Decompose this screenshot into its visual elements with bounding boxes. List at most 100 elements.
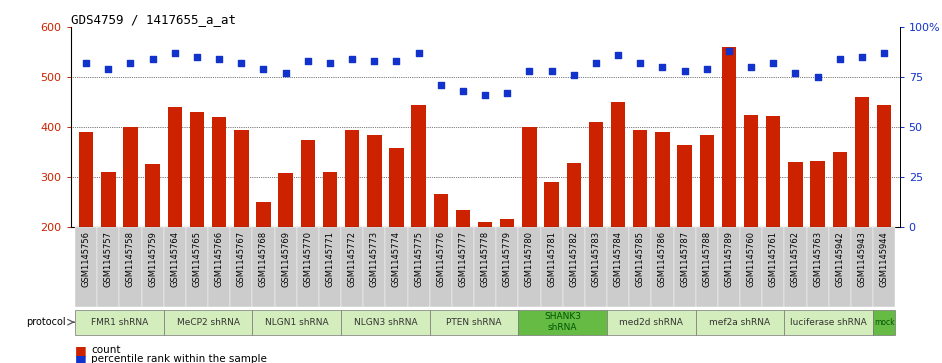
Bar xyxy=(518,310,607,335)
Bar xyxy=(274,227,297,307)
Bar xyxy=(385,227,408,307)
Text: GSM1145782: GSM1145782 xyxy=(569,231,578,287)
Bar xyxy=(562,227,585,307)
Bar xyxy=(522,127,537,227)
Bar xyxy=(873,227,895,307)
Bar xyxy=(718,227,740,307)
Text: GSM1145780: GSM1145780 xyxy=(525,231,534,287)
Point xyxy=(322,60,337,66)
Point xyxy=(633,60,648,66)
Text: GSM1145764: GSM1145764 xyxy=(171,231,179,287)
Bar xyxy=(389,148,404,227)
Text: count: count xyxy=(91,345,121,355)
Text: GSM1145771: GSM1145771 xyxy=(326,231,334,287)
Point xyxy=(256,66,271,72)
Bar xyxy=(319,227,341,307)
Bar xyxy=(430,310,518,335)
Bar xyxy=(164,227,186,307)
Bar xyxy=(341,310,430,335)
Bar xyxy=(607,227,629,307)
Point xyxy=(145,56,160,62)
Bar xyxy=(230,227,252,307)
Point xyxy=(766,60,781,66)
Text: GSM1145767: GSM1145767 xyxy=(236,231,246,287)
Text: GSM1145766: GSM1145766 xyxy=(215,231,223,287)
Bar xyxy=(656,132,670,227)
Text: GSM1145759: GSM1145759 xyxy=(148,231,157,287)
Text: GSM1145943: GSM1145943 xyxy=(857,231,867,287)
Point xyxy=(101,66,116,72)
Point xyxy=(433,82,448,88)
Text: med2d shRNA: med2d shRNA xyxy=(620,318,683,327)
Bar xyxy=(474,227,496,307)
Point xyxy=(389,58,404,64)
Bar xyxy=(700,135,714,227)
Text: GSM1145777: GSM1145777 xyxy=(459,231,467,287)
Bar xyxy=(120,227,141,307)
Bar xyxy=(541,227,562,307)
Text: GSM1145765: GSM1145765 xyxy=(192,231,202,287)
Point xyxy=(300,58,316,64)
Text: GSM1145784: GSM1145784 xyxy=(613,231,623,287)
Bar xyxy=(367,135,382,227)
Bar xyxy=(456,211,470,227)
Bar xyxy=(141,227,164,307)
Bar xyxy=(297,227,319,307)
Point xyxy=(522,68,537,74)
Point xyxy=(877,50,892,56)
Bar xyxy=(341,227,364,307)
Point xyxy=(743,64,758,70)
Bar xyxy=(433,195,448,227)
Bar xyxy=(854,97,869,227)
Bar xyxy=(500,219,514,227)
Bar xyxy=(607,310,696,335)
Bar xyxy=(186,227,208,307)
Bar xyxy=(478,222,493,227)
Bar xyxy=(252,227,274,307)
Bar xyxy=(696,227,718,307)
Bar xyxy=(123,127,138,227)
Point xyxy=(123,60,138,66)
Point xyxy=(455,88,470,94)
Bar xyxy=(877,105,891,227)
Bar xyxy=(766,116,781,227)
Point xyxy=(78,60,93,66)
Text: GSM1145757: GSM1145757 xyxy=(104,231,113,287)
Bar xyxy=(788,162,803,227)
Text: GSM1145768: GSM1145768 xyxy=(259,231,268,287)
Bar xyxy=(452,227,474,307)
Bar xyxy=(212,117,226,227)
Text: percentile rank within the sample: percentile rank within the sample xyxy=(91,354,268,363)
Text: luciferase shRNA: luciferase shRNA xyxy=(790,318,867,327)
Point xyxy=(854,54,869,60)
Bar xyxy=(722,47,736,227)
Bar xyxy=(256,202,270,227)
Text: mock: mock xyxy=(874,318,894,327)
Bar xyxy=(279,173,293,227)
Bar xyxy=(566,163,581,227)
Text: protocol: protocol xyxy=(26,317,66,327)
Point xyxy=(788,70,803,76)
Bar xyxy=(629,227,651,307)
Point xyxy=(168,50,183,56)
Text: SHANK3
shRNA: SHANK3 shRNA xyxy=(544,313,581,332)
Text: GSM1145788: GSM1145788 xyxy=(703,231,711,287)
Text: GSM1145789: GSM1145789 xyxy=(724,231,734,287)
Bar xyxy=(97,227,120,307)
Point xyxy=(234,60,249,66)
Bar xyxy=(651,227,674,307)
Bar xyxy=(544,182,559,227)
Text: GSM1145756: GSM1145756 xyxy=(82,231,90,287)
Text: NLGN1 shRNA: NLGN1 shRNA xyxy=(265,318,329,327)
Bar xyxy=(75,310,164,335)
Text: GSM1145942: GSM1145942 xyxy=(836,231,844,287)
Point xyxy=(366,58,382,64)
Bar xyxy=(740,227,762,307)
Point xyxy=(722,48,737,54)
Text: mef2a shRNA: mef2a shRNA xyxy=(709,318,771,327)
Text: GSM1145781: GSM1145781 xyxy=(547,231,556,287)
Text: GSM1145772: GSM1145772 xyxy=(348,231,357,287)
Text: NLGN3 shRNA: NLGN3 shRNA xyxy=(353,318,417,327)
Point xyxy=(500,90,515,96)
Bar xyxy=(168,107,182,227)
